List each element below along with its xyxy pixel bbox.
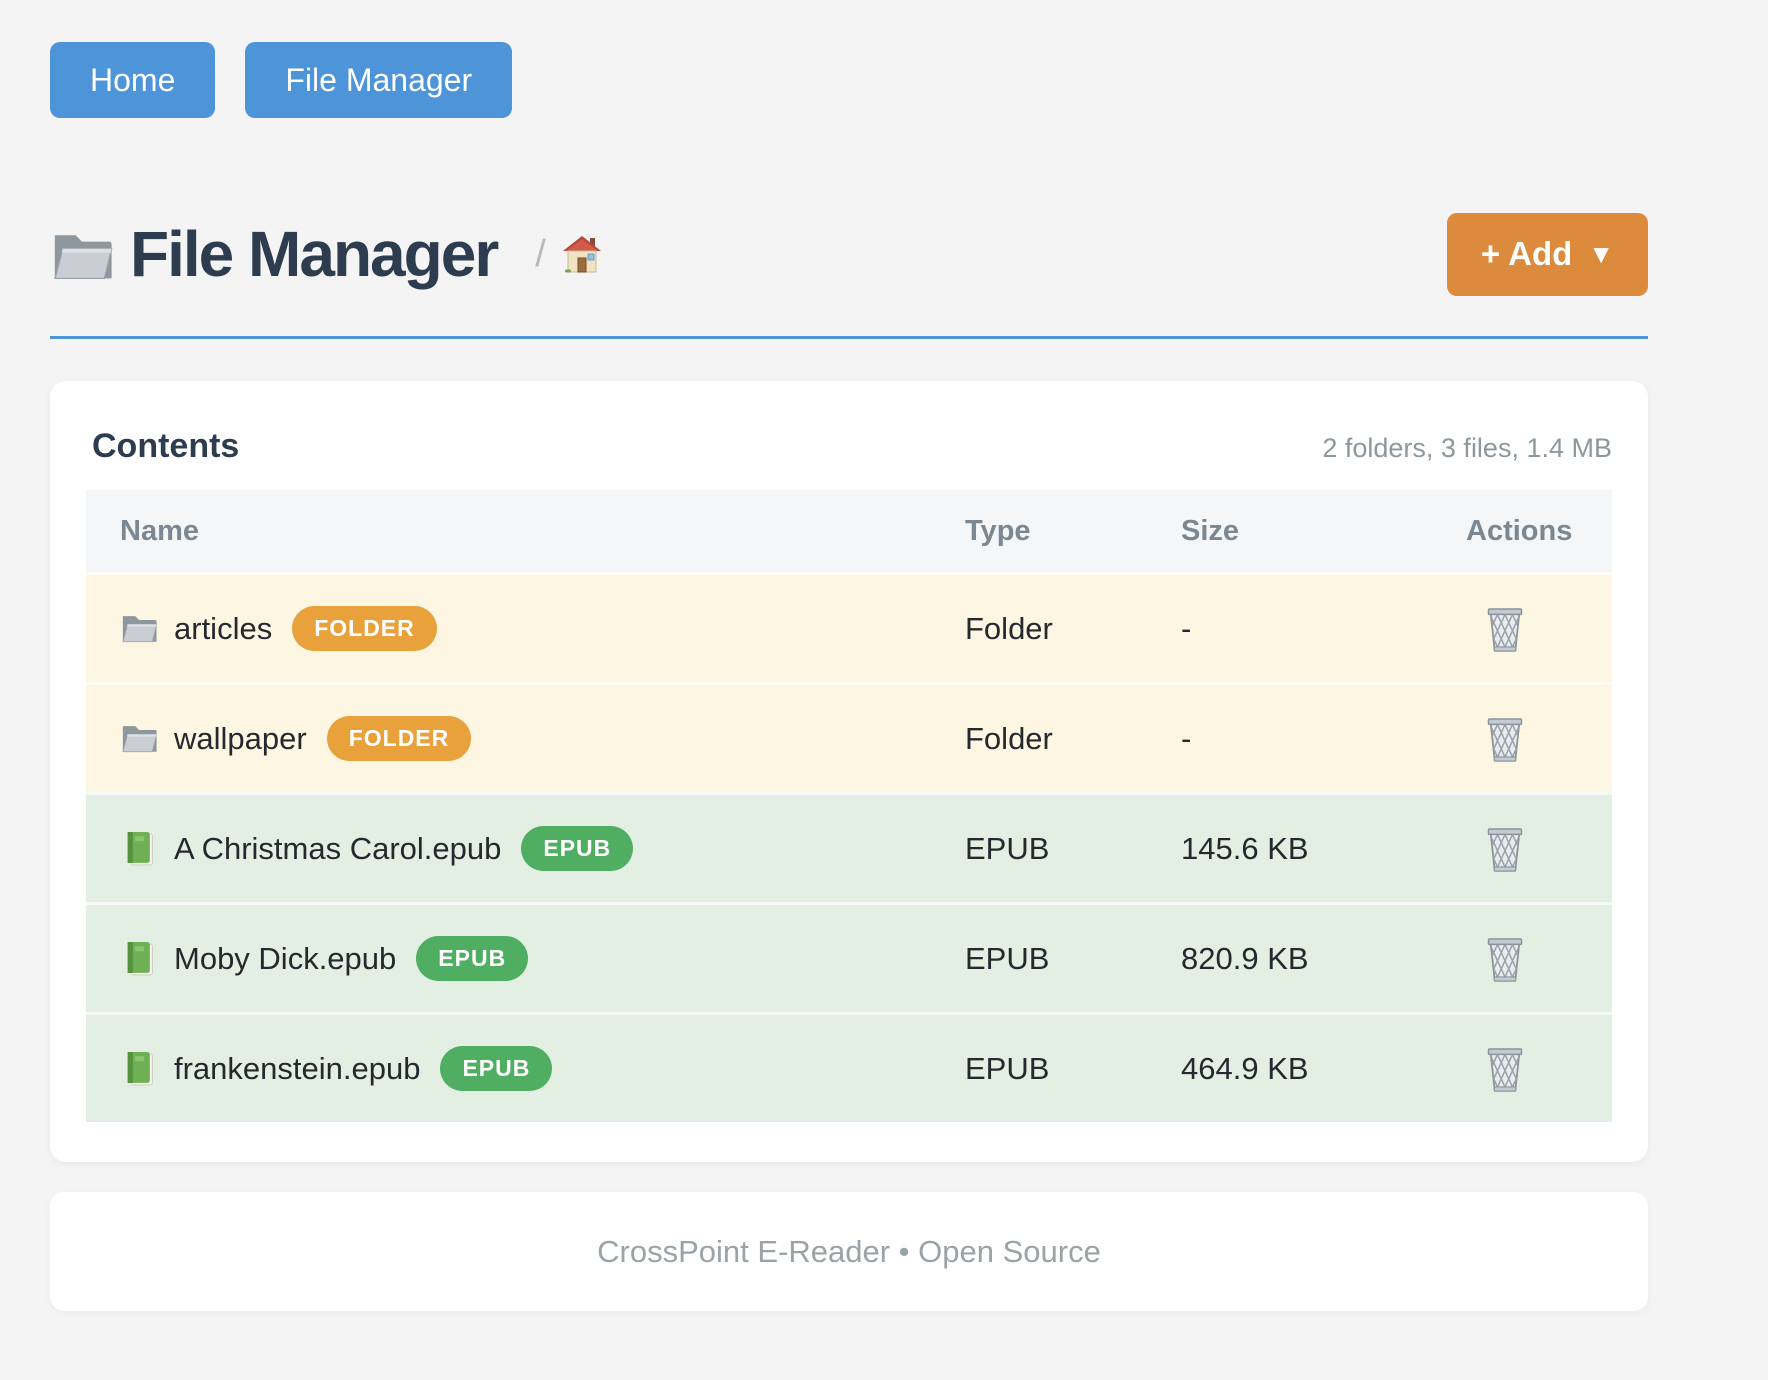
nav-home-button[interactable]: Home	[50, 42, 216, 118]
type-badge: EPUB	[416, 936, 529, 981]
file-name[interactable]: Moby Dick.epub	[174, 940, 397, 976]
size-cell: 464.9 KB	[1181, 1050, 1309, 1086]
type-badge: FOLDER	[326, 716, 472, 761]
file-name[interactable]: articles	[174, 610, 273, 646]
top-nav: Home File Manager	[50, 42, 1648, 118]
folder-icon	[50, 228, 114, 284]
file-table: Name Type Size Actions articles FOLDER F…	[86, 490, 1612, 1122]
delete-button[interactable]	[1484, 715, 1526, 762]
name-cell: A Christmas Carol.epub EPUB	[86, 826, 965, 871]
table-row[interactable]: A Christmas Carol.epub EPUB EPUB 145.6 K…	[86, 792, 1612, 902]
actions-cell	[1466, 935, 1612, 982]
folder-icon	[120, 721, 158, 756]
column-header-actions: Actions	[1466, 514, 1573, 547]
book-icon	[120, 941, 158, 976]
name-cell: Moby Dick.epub EPUB	[86, 936, 965, 981]
house-icon[interactable]	[562, 235, 602, 273]
book-icon	[120, 831, 158, 866]
delete-button[interactable]	[1484, 1045, 1526, 1092]
folder-icon	[120, 611, 158, 646]
page-title: File Manager	[130, 218, 499, 290]
column-header-size: Size	[1181, 514, 1240, 547]
size-cell: -	[1181, 610, 1192, 646]
contents-heading: Contents	[92, 427, 240, 465]
table-row[interactable]: frankenstein.epub EPUB EPUB 464.9 KB	[86, 1012, 1612, 1122]
actions-cell	[1466, 715, 1612, 762]
type-badge: FOLDER	[292, 606, 437, 651]
footer: CrossPoint E-Reader • Open Source	[50, 1192, 1648, 1311]
contents-card: Contents 2 folders, 3 files, 1.4 MB Name…	[50, 381, 1648, 1162]
name-cell: articles FOLDER	[86, 606, 965, 651]
type-badge: EPUB	[440, 1046, 553, 1091]
actions-cell	[1466, 605, 1612, 652]
footer-text: CrossPoint E-Reader • Open Source	[597, 1233, 1101, 1269]
book-icon	[120, 1051, 158, 1086]
column-header-type: Type	[965, 514, 1031, 547]
actions-cell	[1466, 825, 1612, 872]
table-row[interactable]: articles FOLDER Folder -	[86, 572, 1612, 682]
type-cell: EPUB	[965, 1050, 1050, 1086]
table-row[interactable]: Moby Dick.epub EPUB EPUB 820.9 KB	[86, 902, 1612, 1012]
dropdown-caret-icon: ▼	[1588, 238, 1614, 269]
name-cell: wallpaper FOLDER	[86, 716, 965, 761]
column-header-name: Name	[120, 514, 199, 547]
delete-button[interactable]	[1484, 605, 1526, 652]
contents-summary: 2 folders, 3 files, 1.4 MB	[1322, 433, 1612, 463]
type-cell: EPUB	[965, 940, 1050, 976]
delete-button[interactable]	[1484, 825, 1526, 872]
add-button[interactable]: + Add ▼	[1446, 212, 1648, 296]
breadcrumb-separator: /	[535, 232, 546, 275]
card-header: Contents 2 folders, 3 files, 1.4 MB	[86, 427, 1612, 466]
type-badge: EPUB	[521, 826, 634, 871]
size-cell: -	[1181, 720, 1192, 756]
table-body: articles FOLDER Folder -	[86, 572, 1612, 1122]
file-name[interactable]: wallpaper	[174, 720, 307, 756]
type-cell: Folder	[965, 610, 1053, 646]
file-name[interactable]: frankenstein.epub	[174, 1050, 421, 1086]
size-cell: 820.9 KB	[1181, 940, 1309, 976]
type-cell: EPUB	[965, 830, 1050, 866]
title-row: File Manager / + Add ▼	[50, 212, 1648, 296]
file-name[interactable]: A Christmas Carol.epub	[174, 830, 502, 866]
add-button-label: + Add	[1480, 235, 1573, 272]
table-header-row: Name Type Size Actions	[86, 490, 1612, 572]
size-cell: 145.6 KB	[1181, 830, 1309, 866]
actions-cell	[1466, 1045, 1612, 1092]
name-cell: frankenstein.epub EPUB	[86, 1046, 965, 1091]
table-row[interactable]: wallpaper FOLDER Folder -	[86, 682, 1612, 792]
nav-file-manager-button[interactable]: File Manager	[245, 42, 513, 118]
delete-button[interactable]	[1484, 935, 1526, 982]
title-divider	[50, 336, 1648, 339]
type-cell: Folder	[965, 720, 1053, 756]
